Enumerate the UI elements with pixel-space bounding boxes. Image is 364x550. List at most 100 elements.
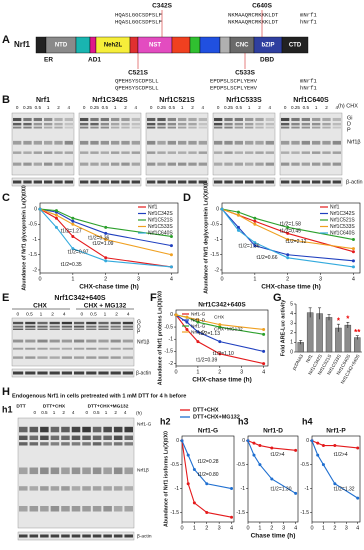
blot-band bbox=[100, 162, 109, 166]
blot-band bbox=[188, 162, 197, 166]
data-point bbox=[236, 210, 240, 214]
blot-band bbox=[255, 151, 264, 154]
blot-band bbox=[98, 356, 109, 359]
time-label: 4 bbox=[124, 410, 127, 415]
blot-band bbox=[121, 117, 130, 122]
blot-band bbox=[167, 151, 176, 154]
data-point bbox=[253, 222, 257, 226]
time-label: 0 bbox=[83, 105, 86, 110]
blot-band bbox=[37, 371, 48, 375]
data-point bbox=[236, 213, 240, 217]
time-label: 2 bbox=[191, 105, 194, 110]
time-label: 4 bbox=[269, 105, 272, 110]
annotation: t1/2=0.45 bbox=[280, 228, 301, 234]
x-tick-label: 1 bbox=[258, 525, 261, 531]
annotation: t1/2=0.36 bbox=[88, 235, 109, 241]
time-label: 2 bbox=[124, 105, 127, 110]
blot-band bbox=[301, 162, 310, 166]
time-label: 4 bbox=[63, 311, 66, 317]
blot-band bbox=[25, 371, 36, 375]
annotation: t1/2=1.09 bbox=[92, 241, 113, 247]
time-label: 1 bbox=[53, 410, 56, 415]
y-tick-label: -0.5 bbox=[164, 324, 173, 330]
significance: ** bbox=[354, 328, 361, 337]
blot-band bbox=[157, 162, 166, 166]
blot-band bbox=[301, 117, 310, 122]
blot-band bbox=[25, 328, 36, 330]
blot-band bbox=[13, 339, 24, 343]
blot-band bbox=[312, 122, 321, 126]
blot-band bbox=[82, 467, 91, 475]
blot-band bbox=[121, 180, 130, 184]
blot-band bbox=[19, 534, 28, 538]
data-point bbox=[252, 453, 256, 457]
blot-band bbox=[61, 467, 70, 475]
blot-band bbox=[214, 180, 223, 184]
blot-band bbox=[29, 506, 39, 512]
data-point bbox=[286, 253, 290, 257]
x-tick-label: 4 bbox=[262, 369, 265, 375]
domain-label: NTD bbox=[55, 43, 68, 49]
legend-label: Nrf1C640S bbox=[148, 230, 173, 236]
annotation: t1/2=0.35 bbox=[61, 262, 82, 268]
y-tick-label: -1.5 bbox=[170, 510, 179, 516]
blot-band bbox=[44, 126, 53, 129]
data-point bbox=[351, 250, 355, 254]
data-point bbox=[186, 453, 190, 457]
blot-band bbox=[64, 162, 73, 166]
data-point bbox=[218, 325, 222, 329]
blot-band bbox=[80, 140, 89, 145]
legend-label: Nrf1C521S bbox=[330, 217, 355, 223]
blot-band bbox=[86, 371, 97, 375]
blot-band bbox=[157, 180, 166, 184]
annotation: t1/2=0.97 bbox=[68, 249, 89, 255]
blot-band bbox=[110, 339, 121, 343]
blot-band bbox=[33, 180, 42, 184]
annotation: t1/2=0.28 bbox=[198, 459, 219, 465]
y-axis-label: Abundance of Nrf1 deglycoprotein Ln(X)t/… bbox=[203, 182, 209, 294]
blot-band bbox=[37, 325, 48, 328]
blot-band bbox=[50, 486, 60, 491]
blot-band bbox=[90, 151, 99, 154]
blot-band bbox=[90, 126, 99, 129]
blot-band bbox=[188, 126, 197, 129]
time-label: 1 bbox=[40, 311, 43, 317]
blot-band bbox=[74, 356, 85, 359]
y-tick-label: -1.5 bbox=[28, 252, 37, 258]
time-label: 4 bbox=[135, 105, 138, 110]
blot-band bbox=[103, 426, 112, 433]
data-point bbox=[54, 209, 58, 213]
y-tick-label: 5 bbox=[290, 301, 293, 307]
blot-band bbox=[103, 486, 112, 491]
data-point bbox=[104, 238, 108, 242]
blot-band bbox=[61, 347, 72, 350]
blot-band bbox=[44, 180, 53, 184]
sequence: EPDPSLSCPLYEHV bbox=[210, 77, 258, 84]
blot-band bbox=[291, 162, 300, 166]
data-point bbox=[253, 219, 257, 223]
blot-band bbox=[291, 117, 300, 122]
legend-label: Nrf1C521S bbox=[148, 217, 173, 223]
legend-label: Nrf1C342S bbox=[148, 211, 173, 217]
y-tick-label: 0 bbox=[290, 349, 293, 355]
sequence: EPDPSLSCPLYEHV bbox=[210, 84, 258, 91]
blot-band bbox=[50, 442, 60, 446]
x-tick-label: 1 bbox=[193, 525, 196, 531]
blot-band bbox=[71, 442, 81, 446]
mutation-label: C342S bbox=[152, 3, 173, 10]
blot-band bbox=[74, 347, 85, 350]
species: hNrf1 bbox=[300, 18, 317, 25]
blot-band bbox=[61, 325, 72, 328]
time-label: 0 bbox=[217, 105, 220, 110]
blot-band bbox=[147, 126, 156, 129]
blot-band bbox=[265, 162, 274, 166]
blot-band bbox=[49, 321, 60, 325]
blot-band bbox=[54, 162, 63, 166]
blot-band bbox=[82, 486, 91, 491]
blot-band bbox=[167, 122, 176, 126]
plot-frame bbox=[175, 309, 269, 367]
domain bbox=[35, 36, 47, 54]
time-label: 1 bbox=[47, 105, 50, 110]
blot-band bbox=[124, 442, 133, 446]
unit-label: (h) CHX bbox=[338, 103, 358, 109]
